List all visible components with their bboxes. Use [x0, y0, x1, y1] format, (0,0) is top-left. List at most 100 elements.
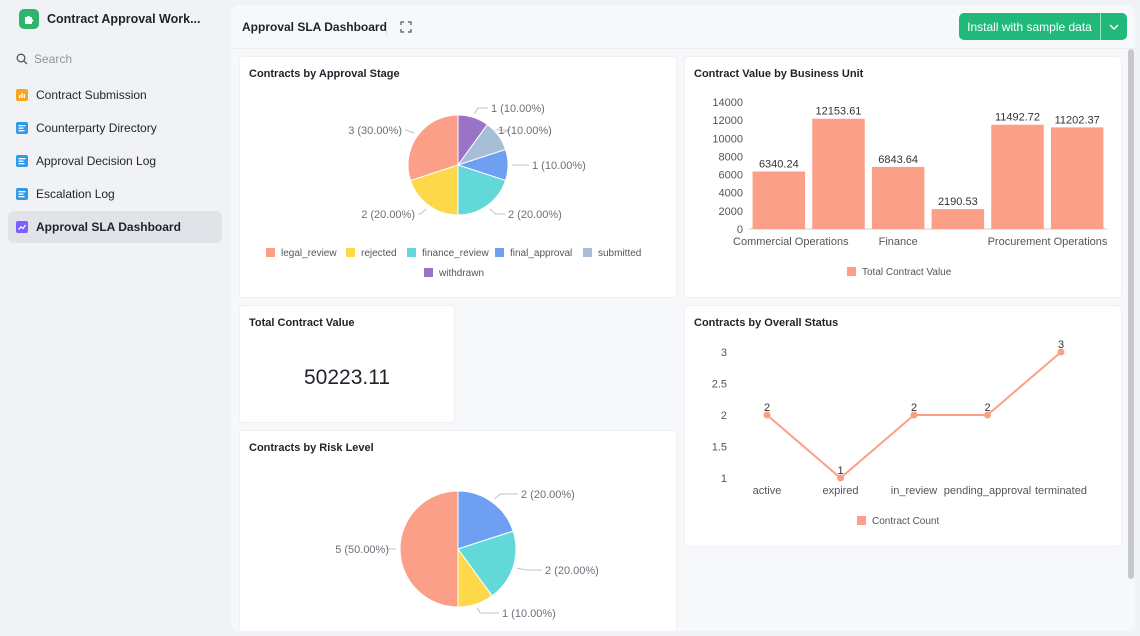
chevron-down-icon — [1109, 24, 1119, 30]
pie-slice — [457, 530, 517, 597]
overall-status-card: Contracts by Overall Status 1 1.5 2 2.5 3 2 ac… — [685, 306, 1121, 546]
legend-label: finance_review — [422, 248, 489, 259]
bar-chart-icon — [16, 89, 28, 101]
bar — [1050, 127, 1104, 229]
pie-leader-line — [405, 129, 415, 134]
data-label: 2 — [984, 402, 990, 414]
bar — [931, 209, 985, 229]
data-point — [910, 411, 918, 419]
y-tick-label: 6000 — [719, 170, 743, 182]
sidebar-item-label: Approval SLA Dashboard — [36, 220, 181, 234]
pie-slice-label: 2 (20.00%) — [361, 209, 415, 221]
business-unit-bar-chart: 0 2000 4000 6000 8000 10000 12000 14000 6340.24 C… — [712, 97, 1108, 278]
pie-slice-label: 1 (10.00%) — [491, 103, 545, 115]
table-icon — [16, 155, 28, 167]
pie-slice-label: 1 (10.00%) — [502, 608, 556, 620]
legend-swatch — [407, 248, 416, 257]
install-with-sample-data-button[interactable]: Install with sample data — [959, 13, 1101, 40]
bar — [812, 118, 865, 229]
bar — [752, 171, 806, 229]
dashboard-icon — [16, 221, 28, 233]
search-box[interactable] — [16, 50, 216, 68]
sidebar-item-approval-decision-log[interactable]: Approval Decision Log — [8, 145, 222, 177]
search-input[interactable] — [34, 52, 204, 66]
x-tick-label: in_review — [891, 485, 938, 497]
pie-slice — [457, 164, 507, 216]
pie-slice-label: 2 (20.00%) — [521, 489, 575, 501]
pie-slice-label: 1 (10.00%) — [498, 125, 552, 137]
install-options-button[interactable] — [1101, 13, 1127, 40]
pie-leader-line — [516, 567, 542, 571]
pie-leader-line — [489, 208, 505, 215]
scrollbar[interactable] — [1128, 49, 1134, 579]
y-tick-label: 8000 — [719, 151, 743, 163]
pie-slice — [399, 490, 459, 608]
x-tick-label: Commercial Operations — [733, 236, 849, 248]
pie-slice-label: 2 (20.00%) — [545, 565, 599, 577]
sidebar-item-label: Counterparty Directory — [36, 121, 157, 135]
sidebar-item-contract-submission[interactable]: Contract Submission — [8, 79, 222, 111]
legend-swatch — [266, 248, 275, 257]
dashboard-header: Approval SLA Dashboard Install with samp… — [231, 5, 1135, 49]
legend-label: Contract Count — [872, 516, 939, 527]
risk-level-card: Contracts by Risk Level 2 (20.00%) 2 (20.… — [240, 431, 676, 631]
sidebar-item-escalation-log[interactable]: Escalation Log — [8, 178, 222, 210]
y-tick-label: 3 — [721, 347, 727, 359]
y-tick-label: 1 — [721, 473, 727, 485]
legend-swatch — [847, 267, 856, 276]
bar-value-label: 11202.37 — [1055, 114, 1100, 126]
bar-value-label: 2190.53 — [938, 196, 978, 208]
y-tick-label: 2000 — [719, 206, 743, 218]
sidebar-item-counterparty-directory[interactable]: Counterparty Directory — [8, 112, 222, 144]
risk-level-pie-chart: 2 (20.00%) 2 (20.00%) 1 (10.00%) 5 (50.00%) — [335, 489, 599, 620]
app-header[interactable]: Contract Approval Work... — [19, 8, 224, 30]
bar-value-label: 12153.61 — [816, 106, 862, 118]
sidebar: Contract Approval Work... Contract Submi… — [0, 0, 230, 636]
pie-leader-line — [418, 208, 427, 215]
legend-label: rejected — [361, 248, 397, 259]
bar — [991, 124, 1044, 229]
bar-value-label: 6340.24 — [759, 158, 799, 170]
pie-slice — [407, 114, 459, 182]
page-title: Approval SLA Dashboard — [242, 20, 387, 34]
pie-slice — [409, 164, 459, 216]
y-tick-label: 10000 — [712, 133, 743, 145]
data-label: 2 — [911, 402, 917, 414]
expand-icon[interactable] — [399, 20, 413, 34]
table-icon — [16, 188, 28, 200]
card-title: Contracts by Overall Status — [694, 317, 839, 329]
sidebar-item-approval-sla-dashboard[interactable]: Approval SLA Dashboard — [8, 211, 222, 243]
pie-leader-line — [474, 107, 488, 114]
card-title: Total Contract Value — [249, 317, 355, 329]
card-title: Contract Value by Business Unit — [694, 68, 864, 80]
x-tick-label: expired — [822, 485, 858, 497]
legend-swatch — [424, 268, 433, 277]
legend-swatch — [495, 248, 504, 257]
bar-value-label: 11492.72 — [995, 112, 1040, 124]
app-title: Contract Approval Work... — [47, 12, 201, 26]
search-icon — [16, 53, 28, 65]
business-unit-card: Contract Value by Business Unit 0 2000 400… — [685, 57, 1121, 297]
pie-slice — [457, 490, 514, 550]
legend-swatch — [583, 248, 592, 257]
table-icon — [16, 122, 28, 134]
legend-label: final_approval — [510, 248, 572, 259]
legend-swatch — [857, 516, 866, 525]
y-tick-label: 14000 — [712, 97, 743, 109]
data-point — [1057, 348, 1065, 356]
card-title: Contracts by Approval Stage — [249, 68, 400, 80]
legend-label: submitted — [598, 248, 641, 259]
pie-leader-line — [476, 607, 499, 614]
card-title: Contracts by Risk Level — [249, 442, 374, 454]
pie-slice-label: 2 (20.00%) — [508, 209, 562, 221]
data-point — [984, 411, 991, 419]
total-value-card: Total Contract Value 50223.11 — [240, 306, 454, 422]
sidebar-item-label: Contract Submission — [36, 88, 147, 102]
y-tick-label: 4000 — [719, 188, 743, 200]
y-tick-label: 2.5 — [712, 379, 727, 391]
sidebar-item-label: Escalation Log — [36, 187, 115, 201]
data-point — [763, 411, 771, 419]
legend-label: legal_review — [281, 248, 337, 259]
approval-stage-card: Contracts by Approval Stage 1 (10.00%) 1 … — [240, 57, 676, 297]
dashboard-main: Approval SLA Dashboard Install with samp… — [231, 5, 1135, 631]
